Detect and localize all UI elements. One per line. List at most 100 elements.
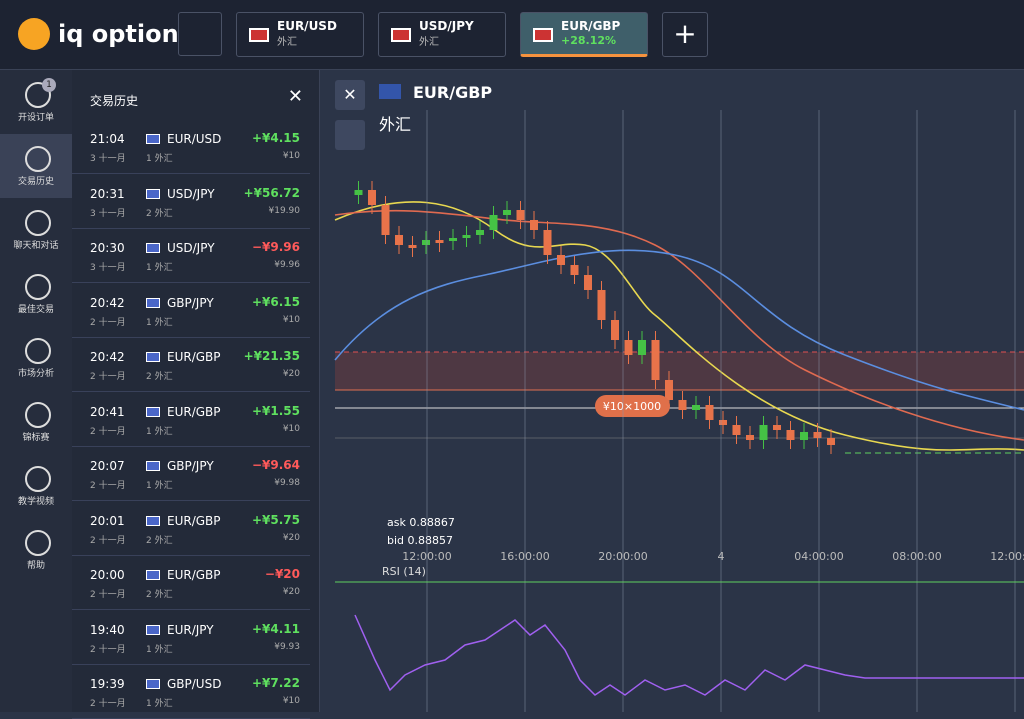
x-label: 08:00:00 xyxy=(892,550,941,563)
candle xyxy=(678,400,687,410)
tab[interactable]: EUR/USD 外汇 xyxy=(236,12,364,57)
time: 20:00 xyxy=(90,568,125,582)
candle xyxy=(489,215,498,230)
pair: EUR/USD xyxy=(167,132,222,146)
ma-line xyxy=(334,249,1024,411)
date: 3 十一月 xyxy=(90,208,126,219)
ma-line xyxy=(334,201,1024,451)
add-tab[interactable]: + xyxy=(662,12,708,57)
count: 1 外汇 xyxy=(146,263,173,273)
candle xyxy=(705,405,714,420)
time: 19:40 xyxy=(90,622,125,637)
profit: +¥4.15 xyxy=(251,131,300,145)
tab[interactable]: USD/JPY 外汇 xyxy=(378,12,506,57)
pair: EUR/GBP xyxy=(167,513,221,528)
nav-item[interactable]: 锦标赛 xyxy=(0,390,72,454)
amount: ¥10 xyxy=(282,423,300,434)
date: 2 十一月 xyxy=(90,481,126,491)
x-label: 12:00:00 xyxy=(402,550,451,563)
nav-item[interactable]: 市场分析 xyxy=(0,326,72,390)
tab-pair: EUR/GBP xyxy=(561,19,621,33)
nav-item[interactable]: 教学视频 xyxy=(0,454,72,518)
close-button[interactable]: ✕ xyxy=(287,86,303,107)
nav-item[interactable]: 帮助 xyxy=(0,518,72,582)
candle xyxy=(476,230,484,235)
candle xyxy=(624,340,633,355)
time: 20:42 xyxy=(90,350,125,364)
pair: EUR/GBP xyxy=(167,568,221,582)
count: 2 外汇 xyxy=(146,208,173,219)
flag xyxy=(146,515,160,526)
chart-pair[interactable]: EUR/GBP xyxy=(413,83,492,102)
amount: ¥10 xyxy=(282,314,300,325)
candle xyxy=(584,275,592,290)
profit: −¥20 xyxy=(264,567,300,581)
history-row[interactable]: 20:07 2 十一月 GBP/JPY 1 外汇 −¥9.64 ¥9.98 xyxy=(72,447,310,501)
price-band xyxy=(335,352,1024,390)
history-row[interactable]: 20:30 3 十一月 USD/JPY 1 外汇 −¥9.96 ¥9.96 xyxy=(72,229,310,283)
candle xyxy=(368,190,376,205)
count: 1 外汇 xyxy=(146,426,173,437)
logo[interactable]: iq option xyxy=(18,18,179,50)
profit: +¥21.35 xyxy=(243,349,300,363)
close-chart[interactable] xyxy=(335,80,365,110)
history-row[interactable]: 21:04 3 十一月 EUR/USD 1 外汇 +¥4.15 ¥10 xyxy=(72,120,310,174)
history-row[interactable]: 19:40 2 十一月 EUR/JPY 1 外汇 +¥4.11 ¥9.93 xyxy=(72,611,310,665)
date: 2 十一月 xyxy=(90,590,126,600)
collapse[interactable] xyxy=(335,120,365,150)
pair: USD/JPY xyxy=(167,186,215,201)
candle xyxy=(719,420,727,425)
history-row[interactable]: 20:41 2 十一月 EUR/GBP 1 外汇 +¥1.55 ¥10 xyxy=(72,393,310,447)
tab-sub: 外汇 xyxy=(419,37,439,48)
close-icon: ✕ xyxy=(343,85,356,104)
nav-item[interactable]: 聊天和对话 xyxy=(0,198,72,262)
date: 2 十一月 xyxy=(90,699,126,709)
flag xyxy=(249,28,269,42)
profit: −¥9.64 xyxy=(251,458,300,472)
x-label: 4 xyxy=(718,550,725,563)
indicator-name: RSI (14) xyxy=(382,565,426,578)
candle xyxy=(800,432,808,440)
candle xyxy=(503,210,511,215)
grid-button[interactable] xyxy=(178,12,222,56)
logo-text: iq option xyxy=(58,20,179,48)
date: 2 十一月 xyxy=(90,535,126,546)
profit: +¥5.75 xyxy=(251,512,300,527)
profit: +¥1.55 xyxy=(251,403,300,418)
nav-item[interactable]: 最佳交易 xyxy=(0,262,72,326)
date: 2 十一月 xyxy=(90,317,126,328)
time: 20:07 xyxy=(90,459,125,473)
flag xyxy=(146,243,160,253)
rsi-path xyxy=(354,614,1024,696)
date: 2 十一月 xyxy=(90,644,126,655)
history-row[interactable]: 20:31 3 十一月 USD/JPY 2 外汇 +¥56.72 ¥19.90 xyxy=(72,175,310,229)
sidebar: 开设订单 交易历史 聊天和对话 最佳交易 市场分析 锦标赛 教学视频 帮助 xyxy=(0,70,72,712)
amount: ¥9.96 xyxy=(274,260,300,270)
history-row[interactable]: 20:42 2 十一月 GBP/JPY 1 外汇 +¥6.15 ¥10 xyxy=(72,284,310,338)
tab[interactable]: EUR/GBP +28.12% xyxy=(520,12,648,57)
count: 1 外汇 xyxy=(146,317,173,328)
history-row[interactable]: 20:42 2 十一月 EUR/GBP 2 外汇 +¥21.35 ¥20 xyxy=(72,338,310,392)
flag xyxy=(146,461,160,471)
chart-area: ✕ EUR/GBP 外汇 ¥10×1000 ask 0.88867 bid 0.… xyxy=(325,70,1024,712)
nav-item[interactable]: 开设订单 xyxy=(0,70,72,134)
pair: GBP/USD xyxy=(167,677,222,691)
nav-item[interactable]: 交易历史 xyxy=(0,134,72,198)
history-row[interactable]: 20:01 2 十一月 EUR/GBP 2 外汇 +¥5.75 ¥20 xyxy=(72,502,310,556)
x-label: 20:00:00 xyxy=(598,550,647,563)
count: 2 外汇 xyxy=(146,535,173,546)
time: 19:39 xyxy=(90,677,125,691)
profit: −¥9.96 xyxy=(251,240,300,254)
pair: EUR/GBP xyxy=(167,350,221,364)
date: 2 十一月 xyxy=(90,426,126,437)
history-row[interactable]: 20:00 2 十一月 EUR/GBP 2 外汇 −¥20 ¥20 xyxy=(72,556,310,610)
history-row[interactable]: 19:39 2 十一月 GBP/USD 1 外汇 +¥7.22 ¥10 xyxy=(72,665,310,719)
tab-pair: USD/JPY xyxy=(419,19,474,33)
amount: ¥20 xyxy=(282,532,300,543)
amount: ¥10 xyxy=(282,151,300,161)
candle xyxy=(813,432,822,438)
pair: EUR/GBP xyxy=(167,404,221,419)
flag xyxy=(391,28,411,42)
amount: ¥20 xyxy=(282,369,300,379)
date: 3 十一月 xyxy=(90,263,126,273)
